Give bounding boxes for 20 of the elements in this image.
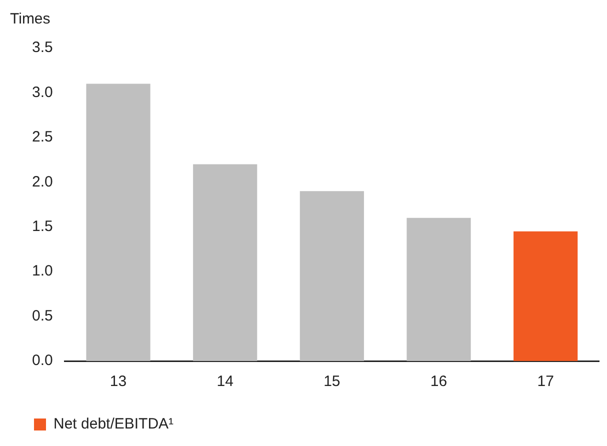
- x-tick-label: 17: [537, 373, 554, 390]
- x-tick-label: 16: [430, 373, 448, 390]
- x-tick-label: 14: [216, 373, 234, 390]
- y-tick-label: 0.5: [32, 307, 53, 324]
- y-tick-label: 3.0: [32, 84, 53, 101]
- y-tick-label: 1.5: [32, 218, 53, 235]
- x-tick-label: 13: [110, 373, 127, 390]
- x-tick-label: 15: [324, 373, 340, 390]
- y-tick-label: 0.0: [32, 352, 53, 370]
- y-tick-label: 1.0: [32, 262, 53, 280]
- bar: [514, 231, 578, 361]
- y-tick-label: 3.5: [32, 39, 53, 56]
- bar: [193, 164, 258, 361]
- y-tick-label: 2.5: [32, 128, 53, 146]
- legend-label: Net debt/EBITDA¹: [54, 416, 174, 433]
- bar: [406, 218, 471, 361]
- y-axis-title: Times: [10, 10, 50, 28]
- y-tick-label: 2.0: [32, 173, 53, 190]
- bar: [300, 191, 364, 361]
- bar: [86, 84, 150, 361]
